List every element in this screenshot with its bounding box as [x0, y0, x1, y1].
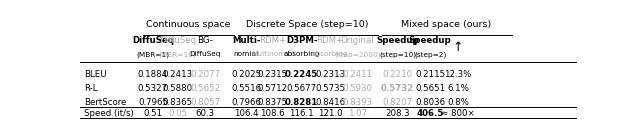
Text: 0.5677: 0.5677: [287, 84, 317, 93]
Text: (step=2): (step=2): [414, 51, 446, 57]
Text: 208.3: 208.3: [385, 109, 410, 118]
Text: 0.8036: 0.8036: [415, 98, 445, 107]
Text: 60.3: 60.3: [195, 109, 214, 118]
Text: Mixed space (ours): Mixed space (ours): [401, 20, 492, 29]
Text: Continuous space: Continuous space: [147, 20, 231, 29]
Text: absorbing: absorbing: [312, 51, 348, 57]
Text: 0.2210: 0.2210: [382, 70, 413, 79]
Text: 0.2315: 0.2315: [257, 70, 287, 79]
Text: 0.5651: 0.5651: [415, 84, 445, 93]
Text: 0.7965: 0.7965: [138, 98, 168, 107]
Text: BLEU: BLEU: [84, 70, 107, 79]
Text: 121.0: 121.0: [317, 109, 342, 118]
Text: (step=2000): (step=2000): [335, 51, 381, 57]
Text: absorbing: absorbing: [284, 51, 320, 57]
Text: BertScore: BertScore: [84, 98, 126, 107]
Text: 0.2413: 0.2413: [163, 70, 193, 79]
Text: 0.2313: 0.2313: [315, 70, 345, 79]
Text: Speed (it/s): Speed (it/s): [84, 109, 134, 118]
Text: Original: Original: [341, 36, 374, 45]
Text: 0.5735: 0.5735: [315, 84, 345, 93]
Text: 0.8365: 0.8365: [163, 98, 193, 107]
Text: 106.4: 106.4: [234, 109, 259, 118]
Text: 0.5712: 0.5712: [257, 84, 287, 93]
Text: ↑: ↑: [452, 41, 463, 54]
Text: 0.5880: 0.5880: [163, 84, 193, 93]
Text: RDM+: RDM+: [316, 36, 344, 45]
Text: DiffuSeq: DiffuSeq: [189, 51, 221, 57]
Text: 12.3%: 12.3%: [444, 70, 472, 79]
Text: 0.8057: 0.8057: [190, 98, 220, 107]
Text: 0.1884: 0.1884: [138, 70, 168, 79]
Text: 406.5: 406.5: [417, 109, 444, 118]
Text: Speedup: Speedup: [376, 36, 419, 45]
Text: 1.07: 1.07: [348, 109, 367, 118]
Text: RDM+: RDM+: [259, 36, 286, 45]
Text: (MBR=10): (MBR=10): [159, 51, 196, 57]
Text: 0.2245: 0.2245: [285, 70, 318, 79]
Text: R-L: R-L: [84, 84, 97, 93]
Text: 0.8375: 0.8375: [257, 98, 287, 107]
Text: Multinomial: Multinomial: [251, 51, 294, 57]
Text: 0.5327: 0.5327: [138, 84, 168, 93]
Text: Multi-: Multi-: [232, 36, 260, 45]
Text: 0.8281: 0.8281: [285, 98, 318, 107]
Text: 0.5732: 0.5732: [381, 84, 414, 93]
Text: 0.2115: 0.2115: [415, 70, 445, 79]
Text: 6.1%: 6.1%: [447, 84, 469, 93]
Text: 0.8393: 0.8393: [343, 98, 372, 107]
Text: DiffuSeq: DiffuSeq: [132, 36, 174, 45]
Text: BG-: BG-: [197, 36, 213, 45]
Text: 0.8207: 0.8207: [382, 98, 413, 107]
Text: 0.7966: 0.7966: [231, 98, 261, 107]
Text: 0.2025: 0.2025: [231, 70, 261, 79]
Text: nomial: nomial: [234, 51, 259, 57]
Text: 0.5652: 0.5652: [190, 84, 220, 93]
Text: 0.05: 0.05: [168, 109, 188, 118]
Text: ≈ 800×: ≈ 800×: [441, 109, 475, 118]
Text: Speedup: Speedup: [409, 36, 452, 45]
Text: 0.51: 0.51: [143, 109, 163, 118]
Text: 0.2411: 0.2411: [342, 70, 373, 79]
Text: 0.8416: 0.8416: [315, 98, 345, 107]
Text: 0.8%: 0.8%: [447, 98, 469, 107]
Text: (MBR=1): (MBR=1): [136, 51, 170, 57]
Text: D3PM-: D3PM-: [286, 36, 317, 45]
Text: (step=10): (step=10): [379, 51, 416, 57]
Text: 0.2077: 0.2077: [190, 70, 220, 79]
Text: DiffuSeq: DiffuSeq: [159, 36, 196, 45]
Text: 116.1: 116.1: [289, 109, 314, 118]
Text: 108.6: 108.6: [260, 109, 285, 118]
Text: Discrete Space (step=10): Discrete Space (step=10): [246, 20, 369, 29]
Text: 0.5930: 0.5930: [343, 84, 372, 93]
Text: 0.5516: 0.5516: [231, 84, 261, 93]
